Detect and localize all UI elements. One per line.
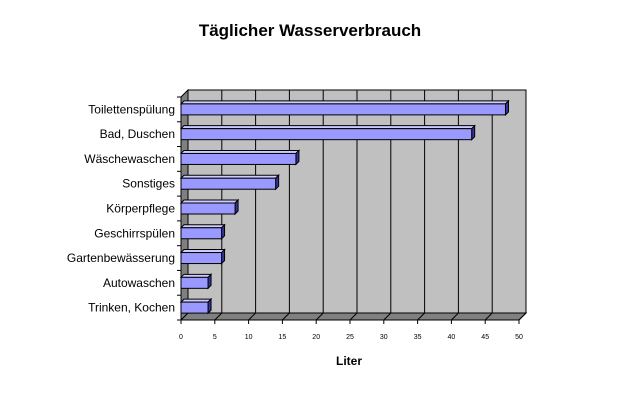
bar [180,227,223,240]
category-label: Autowaschen [103,276,175,290]
gridline-floor [518,312,527,321]
category-label: Gartenbewässerung [67,251,175,265]
x-tick-label: 5 [213,334,217,341]
bar [180,276,209,289]
gridline-floor [484,312,493,321]
bar [180,177,277,190]
x-tick-label: 20 [312,334,320,341]
category-label: Körperpflege [106,202,175,216]
bar [180,103,506,116]
bar [180,202,236,215]
x-tick-label: 40 [448,334,456,341]
gridline-floor [417,312,425,321]
x-tick-label: 35 [414,334,422,341]
bar [180,128,473,141]
category-label: Wäschewaschen [84,152,175,166]
bar [180,301,209,314]
bar-series [179,99,510,315]
gridline-floor [214,312,223,321]
category-label: Sonstiges [122,177,175,191]
category-label: Trinken, Kochen [88,301,175,315]
category-labels: Toilettenspülung Bad, Duschen Wäschewasche… [67,96,181,321]
category-label: Toilettenspülung [88,102,175,116]
x-tick-label: 50 [515,334,523,341]
x-tick-label: 30 [380,334,388,341]
gridline-floor [383,312,392,321]
x-tick-labels: 0 5 10 15 20 25 30 35 40 45 50 [179,334,523,341]
gridline-floor [282,312,290,321]
x-tick-label: 15 [279,334,287,341]
gridline-floor [248,312,256,321]
x-tick-label: 25 [346,334,354,341]
x-tick-label: 45 [481,334,489,341]
x-axis-label: Liter [336,354,362,368]
chart-title: Täglicher Wasserverbrauch [199,21,421,40]
gridline-floor [451,312,459,321]
gridline-floor [315,312,324,321]
category-label: Bad, Duschen [100,127,175,141]
category-label: Geschirrspülen [94,226,175,240]
bar [180,252,223,265]
bar [180,152,297,165]
x-tick-label: 10 [245,334,253,341]
x-tick-label: 0 [179,334,183,341]
gridline-floor [349,312,358,321]
